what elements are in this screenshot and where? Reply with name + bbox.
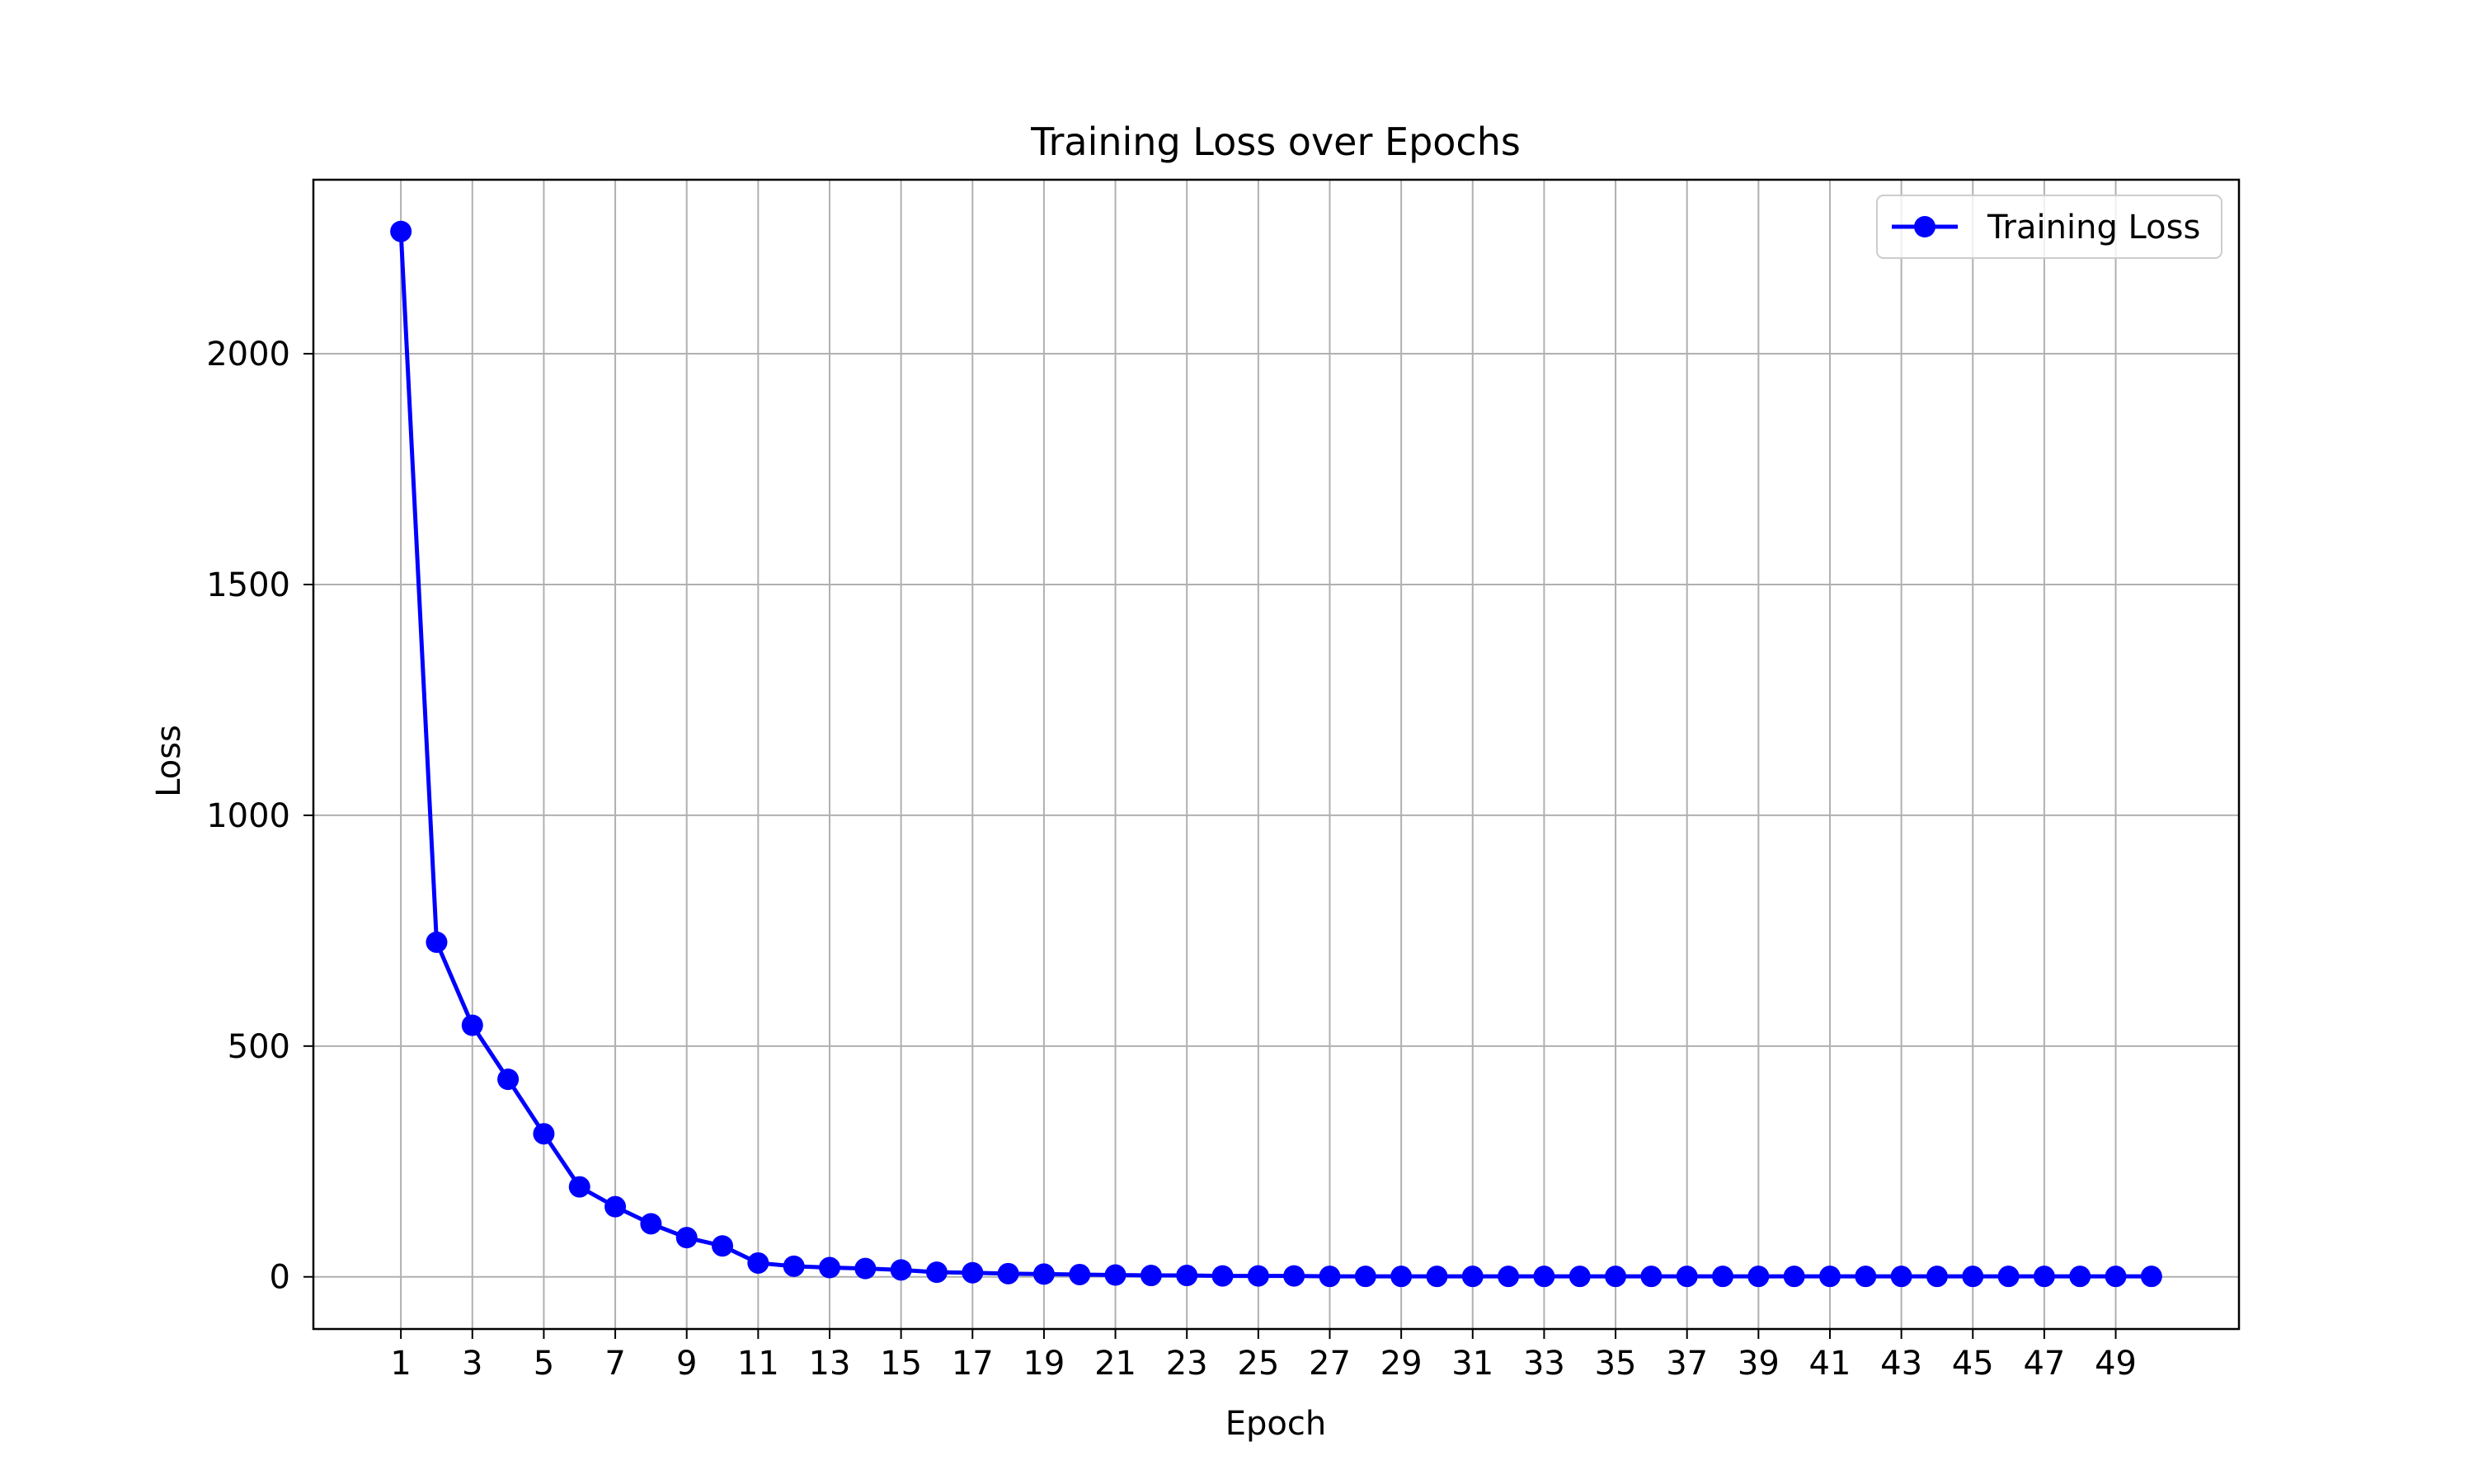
- x-tick-label: 3: [462, 1345, 482, 1383]
- data-point: [1855, 1266, 1877, 1288]
- x-axis-label: Epoch: [1225, 1405, 1326, 1443]
- data-point: [1533, 1266, 1555, 1288]
- data-point: [461, 1014, 483, 1036]
- data-point: [1783, 1266, 1805, 1288]
- x-tick-label: 45: [1952, 1345, 1994, 1383]
- y-tick-label: 1500: [206, 566, 290, 604]
- data-point: [426, 931, 448, 953]
- data-point: [390, 220, 412, 242]
- data-point: [1319, 1266, 1341, 1288]
- data-point: [747, 1252, 769, 1274]
- data-point: [1354, 1266, 1376, 1288]
- data-point: [1247, 1265, 1269, 1287]
- data-point: [962, 1261, 984, 1284]
- data-point: [640, 1213, 662, 1235]
- data-point: [1712, 1266, 1734, 1288]
- x-tick-label: 35: [1595, 1345, 1637, 1383]
- x-tick-label: 33: [1523, 1345, 1565, 1383]
- data-point: [2140, 1266, 2162, 1288]
- data-point: [1605, 1266, 1627, 1288]
- x-tick-label: 41: [1809, 1345, 1851, 1383]
- data-point: [1069, 1263, 1091, 1285]
- x-tick-label: 21: [1094, 1345, 1136, 1383]
- data-point: [1461, 1266, 1484, 1288]
- data-point: [604, 1195, 627, 1218]
- x-tick-label: 7: [604, 1345, 625, 1383]
- x-tick-label: 13: [809, 1345, 851, 1383]
- data-point: [2069, 1266, 2091, 1288]
- data-point: [1498, 1266, 1520, 1288]
- data-point: [1569, 1266, 1591, 1288]
- data-point: [1747, 1266, 1770, 1288]
- grid: [313, 180, 2239, 1329]
- series: [390, 220, 2162, 1288]
- x-tick-label: 25: [1237, 1345, 1279, 1383]
- x-tick-label: 5: [534, 1345, 554, 1383]
- data-point: [497, 1068, 520, 1091]
- data-point: [1176, 1265, 1198, 1287]
- y-tick-label: 500: [228, 1028, 290, 1066]
- data-point: [568, 1176, 590, 1198]
- data-point: [1211, 1265, 1234, 1287]
- data-point: [1640, 1266, 1663, 1288]
- y-axis-label: Loss: [150, 725, 188, 797]
- data-point: [890, 1259, 912, 1281]
- x-tick-label: 49: [2095, 1345, 2137, 1383]
- data-point: [2105, 1266, 2127, 1288]
- x-tick-label: 27: [1309, 1345, 1351, 1383]
- axes: [303, 178, 2241, 1339]
- data-point: [1676, 1266, 1698, 1288]
- legend-marker-swatch: [1914, 216, 1935, 237]
- x-tick-label: 9: [676, 1345, 697, 1383]
- x-tick-label: 31: [1451, 1345, 1493, 1383]
- x-tick-label: 15: [880, 1345, 922, 1383]
- tick-labels: 1 3 5 7 9 11 13 15 17 19 21 23 25 27 29 31 33 35 37 39 41 43 4…: [206, 336, 2137, 1383]
- legend-label: Training Loss: [1987, 209, 2200, 247]
- training-loss-line: [398, 231, 2152, 1279]
- chart-title: Training Loss over Epochs: [1030, 120, 1521, 164]
- x-tick-label: 29: [1380, 1345, 1423, 1383]
- data-point: [712, 1235, 734, 1257]
- data-point: [1890, 1266, 1912, 1288]
- plot-frame: [312, 178, 2241, 1331]
- data-point: [1818, 1266, 1841, 1288]
- data-point: [1997, 1266, 2020, 1288]
- data-point: [1104, 1264, 1126, 1286]
- data-point: [1283, 1265, 1305, 1287]
- data-point: [783, 1255, 805, 1277]
- data-point: [533, 1123, 555, 1145]
- y-tick-label: 0: [270, 1259, 290, 1297]
- data-point: [2033, 1266, 2055, 1288]
- data-point: [1032, 1263, 1055, 1285]
- x-tick-label: 1: [390, 1345, 411, 1383]
- x-tick-label: 23: [1166, 1345, 1208, 1383]
- data-point: [925, 1261, 948, 1284]
- data-point: [854, 1257, 877, 1280]
- data-point: [1390, 1266, 1413, 1288]
- data-point: [1962, 1266, 1984, 1288]
- y-tick-label: 1000: [206, 797, 290, 835]
- x-tick-label: 19: [1023, 1345, 1065, 1383]
- data-point: [997, 1262, 1019, 1284]
- data-point: [818, 1256, 840, 1279]
- x-tick-label: 11: [737, 1345, 779, 1383]
- x-tick-label: 37: [1666, 1345, 1708, 1383]
- x-tick-label: 43: [1880, 1345, 1922, 1383]
- data-point: [1140, 1265, 1162, 1287]
- data-point: [1926, 1266, 1948, 1288]
- legend: Training Loss: [1876, 195, 2222, 259]
- data-point: [1426, 1266, 1448, 1288]
- data-point: [675, 1227, 698, 1249]
- x-tick-label: 47: [2023, 1345, 2065, 1383]
- legend-box: [1876, 195, 2222, 259]
- y-tick-label: 2000: [206, 336, 290, 373]
- x-tick-label: 39: [1738, 1345, 1780, 1383]
- x-tick-label: 17: [952, 1345, 994, 1383]
